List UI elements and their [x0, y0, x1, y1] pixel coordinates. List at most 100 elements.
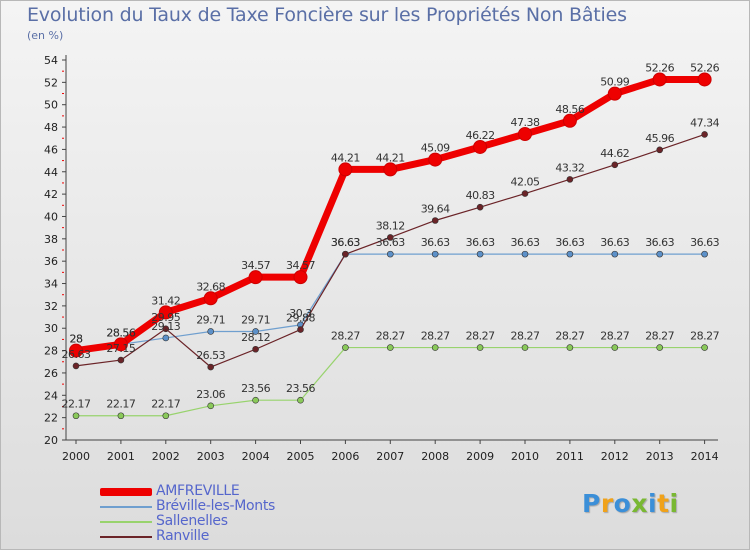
x-tick-label: 2000 — [62, 450, 90, 463]
x-tick-label: 2004 — [242, 450, 270, 463]
data-label: 29.71 — [196, 313, 225, 326]
data-label: 28.56 — [106, 326, 135, 339]
y-tick-label: 46 — [44, 143, 58, 156]
y-tick-label: 24 — [44, 389, 58, 402]
x-tick-label: 2003 — [197, 450, 225, 463]
data-label: 36.63 — [466, 236, 495, 249]
data-point — [521, 344, 529, 351]
data-label: 23.56 — [286, 382, 315, 395]
data-label: 52.26 — [645, 61, 674, 74]
data-point — [431, 250, 439, 258]
data-point — [566, 344, 574, 351]
proxiti-logo: Proxiti — [582, 489, 679, 518]
legend-swatch-breville — [100, 506, 152, 508]
data-label: 36.63 — [331, 236, 360, 249]
data-label: 47.38 — [511, 116, 540, 129]
data-label: 36.63 — [421, 236, 450, 249]
data-point — [701, 131, 708, 138]
chart-axes: 20 22 24 26 28 30 32 34 36 38 40 42 44 46 48 50 52 54 2000… — [44, 54, 719, 463]
data-point — [521, 250, 529, 258]
data-label: 50.99 — [600, 76, 629, 89]
x-tick-label: 2009 — [466, 450, 494, 463]
data-label: 26.63 — [62, 348, 91, 361]
data-label: 42.05 — [511, 176, 540, 189]
data-point — [656, 146, 664, 154]
legend-label-breville: Bréville-les-Monts — [156, 498, 276, 514]
data-label: 36.63 — [331, 236, 360, 249]
data-label: 29.95 — [151, 311, 180, 324]
data-point — [113, 337, 128, 352]
x-tick-label: 2010 — [511, 450, 539, 463]
logo-letter: r — [600, 489, 614, 518]
data-label: 28.27 — [511, 330, 540, 343]
logo-letter: P — [582, 489, 601, 518]
data-point — [72, 412, 80, 420]
data-label: 32.68 — [196, 280, 225, 293]
data-label: 23.56 — [241, 382, 270, 395]
data-label: 29.71 — [241, 313, 270, 326]
legend-swatch-sallenelles — [100, 521, 152, 523]
y-tick-label: 40 — [44, 210, 58, 223]
data-label: 28.27 — [331, 330, 360, 343]
data-label: 43.32 — [555, 161, 584, 174]
data-label: 29.13 — [151, 320, 180, 333]
data-label: 27.15 — [106, 342, 135, 355]
data-label: 44.21 — [331, 151, 360, 164]
data-point — [652, 72, 667, 87]
data-point — [162, 412, 170, 420]
logo-letter: t — [657, 489, 670, 518]
y-tick-label: 54 — [44, 54, 58, 67]
data-label: 34.57 — [286, 259, 315, 272]
y-tick-label: 38 — [44, 233, 58, 246]
logo-letter: i — [669, 489, 679, 518]
data-point — [386, 234, 394, 241]
data-label: 36.63 — [600, 236, 629, 249]
data-point — [611, 344, 619, 351]
data-label: 30.3 — [289, 307, 312, 320]
data-point — [252, 396, 259, 404]
data-label: 28.27 — [690, 330, 719, 343]
data-label: 40.83 — [466, 189, 495, 202]
data-label: 22.17 — [151, 398, 180, 411]
data-label: 52.26 — [690, 61, 719, 74]
data-label: 22.17 — [62, 398, 91, 411]
data-point — [431, 344, 439, 351]
chart-series — [69, 72, 712, 420]
data-label: 34.57 — [241, 259, 270, 272]
y-tick-label: 50 — [44, 99, 58, 112]
data-label: 28 — [70, 333, 83, 346]
data-point — [473, 139, 488, 154]
data-point — [611, 250, 619, 258]
logo-letter: i — [648, 489, 658, 518]
y-tick-label: 32 — [44, 300, 58, 313]
data-point — [72, 362, 80, 370]
data-point — [701, 344, 708, 351]
data-point — [476, 344, 484, 351]
y-tick-label: 48 — [44, 121, 58, 134]
data-point — [521, 190, 529, 197]
y-tick-label: 20 — [44, 434, 58, 447]
data-label: 48.56 — [555, 103, 584, 116]
data-label: 28.27 — [421, 330, 450, 343]
data-point — [117, 356, 125, 364]
data-point — [297, 396, 304, 404]
data-label: 38.12 — [376, 219, 405, 232]
data-label: 44.62 — [600, 147, 629, 160]
data-point — [207, 402, 214, 410]
data-label: 45.96 — [645, 132, 674, 145]
legend-label-ranville: Ranville — [156, 528, 210, 544]
data-point — [566, 176, 574, 183]
x-tick-label: 2013 — [646, 450, 674, 463]
data-point — [69, 343, 83, 358]
data-point — [158, 305, 173, 320]
data-point — [117, 412, 125, 420]
data-label: 29.88 — [286, 312, 315, 325]
data-point — [252, 328, 259, 335]
data-label: 39.64 — [421, 202, 450, 215]
logo-letter: o — [613, 489, 632, 518]
data-label: 36.63 — [690, 236, 719, 249]
x-tick-label: 2005 — [287, 450, 315, 463]
y-tick-label: 26 — [44, 367, 58, 380]
data-label: 23.06 — [196, 388, 225, 401]
y-tick-label: 28 — [44, 345, 58, 358]
